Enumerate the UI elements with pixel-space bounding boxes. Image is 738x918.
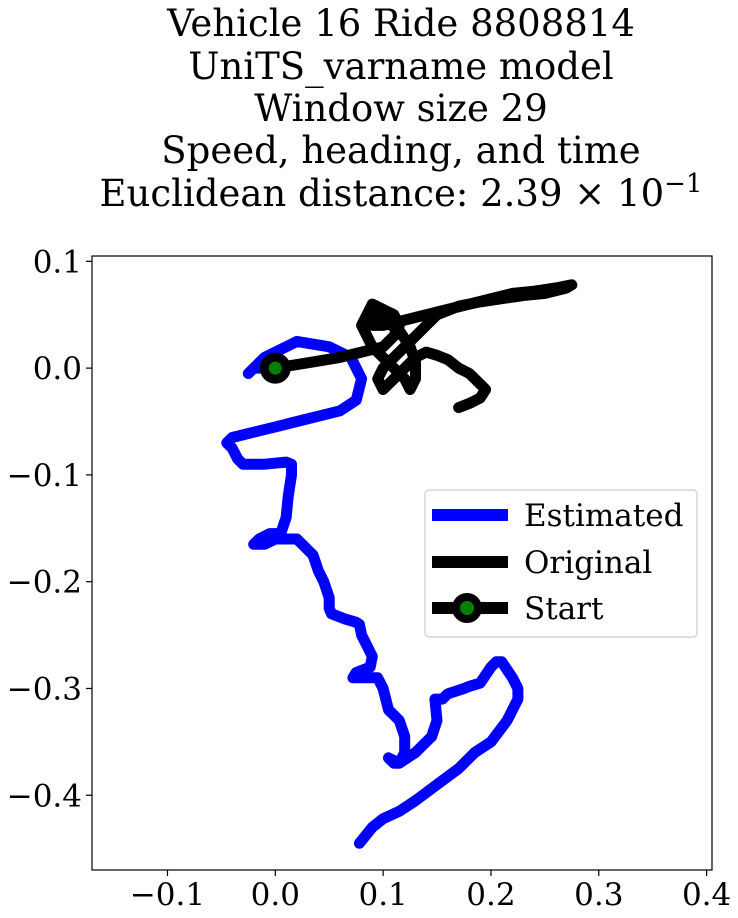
title-line-1: Vehicle 16 Ride 8808814 [166, 2, 635, 45]
y-tick-label: 0.0 [33, 351, 82, 387]
chart-title: Vehicle 16 Ride 8808814 UniTS_varname mo… [100, 2, 703, 215]
x-tick-label: 0.0 [251, 877, 300, 913]
x-tick-label: 0.3 [574, 877, 623, 913]
title-line-5: Euclidean distance: 2.39 × 10−1 [100, 169, 703, 215]
legend-label-start: Start [524, 591, 604, 627]
plot-area [221, 279, 578, 849]
legend-box [424, 489, 698, 638]
x-tick-label: −0.1 [130, 877, 205, 913]
x-tick-label: 0.1 [358, 877, 407, 913]
axes-frame [91, 255, 713, 871]
legend-swatch-start-marker [452, 593, 482, 623]
title-exponent: −1 [664, 169, 702, 199]
y-tick-label: 0.1 [33, 244, 82, 280]
x-tick-label: 0.4 [682, 877, 731, 913]
title-line-3: Window size 29 [254, 87, 548, 130]
title-line-2: UniTS_varname model [188, 45, 613, 89]
x-axis-ticks: −0.1 0.0 0.1 0.2 0.3 0.4 [130, 870, 731, 913]
x-tick-label: 0.2 [466, 877, 515, 913]
start-marker [259, 352, 291, 384]
y-tick-label: −0.1 [7, 458, 82, 494]
series-line-original [269, 279, 578, 414]
title-line-4: Speed, heading, and time [161, 129, 640, 172]
y-tick-label: −0.3 [7, 671, 82, 707]
y-tick-label: −0.4 [7, 778, 82, 814]
series-line-estimated [221, 335, 524, 849]
y-axis-ticks: 0.1 0.0 −0.1 −0.2 −0.3 −0.4 [7, 244, 92, 814]
y-tick-label: −0.2 [7, 565, 82, 601]
title-line-5-main: Euclidean distance: 2.39 × 10 [100, 172, 665, 215]
legend-label-original: Original [524, 545, 652, 581]
legend: Estimated Original Start [424, 489, 698, 638]
legend-label-estimated: Estimated [524, 498, 683, 534]
